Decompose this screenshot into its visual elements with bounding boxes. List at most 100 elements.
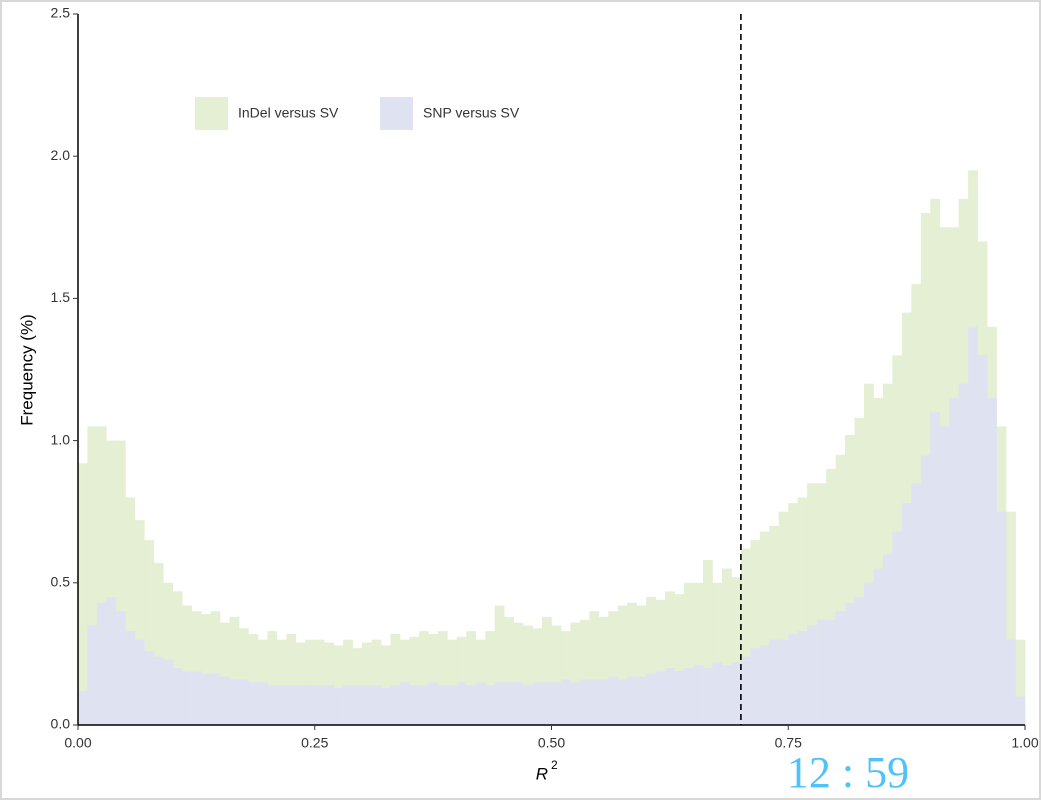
histogram-bar (494, 605, 505, 725)
histogram-bar (352, 685, 363, 725)
histogram-bar (1006, 639, 1016, 725)
histogram-bar (153, 562, 164, 725)
histogram-bar (257, 639, 268, 725)
histogram-bar (712, 662, 723, 725)
histogram-bar (428, 682, 439, 725)
histogram-bar (513, 622, 524, 725)
histogram-bar (295, 685, 306, 725)
x-tick-label: 0.75 (775, 735, 802, 751)
histogram-bar (466, 631, 477, 725)
histogram-bar (901, 503, 912, 725)
histogram-bar (78, 690, 88, 725)
histogram-bar (229, 679, 240, 725)
histogram-bar (106, 440, 117, 725)
y-tick-label: 0.5 (51, 574, 71, 590)
histogram-bar (362, 642, 372, 725)
histogram-bar (201, 614, 211, 725)
histogram-bar (324, 642, 334, 725)
histogram-bar (731, 662, 742, 725)
histogram-bar (560, 679, 571, 725)
histogram-bar (87, 426, 98, 725)
histogram-bar (115, 440, 126, 725)
histogram-bar (617, 679, 628, 725)
legend-label: InDel versus SV (238, 105, 339, 121)
histogram-bar (864, 582, 874, 725)
histogram-bar (257, 682, 268, 725)
histogram-bar (835, 611, 846, 725)
y-axis-label: Frequency (%) (17, 314, 36, 425)
histogram-bar (238, 679, 249, 725)
histogram-bar (996, 511, 1007, 725)
histogram-bar (447, 685, 458, 725)
histogram-bar (494, 682, 505, 725)
histogram-bar (466, 685, 477, 725)
histogram-bar (608, 676, 619, 725)
histogram-bar (1015, 639, 1026, 725)
histogram-bar (627, 602, 638, 725)
histogram-bar (220, 676, 230, 725)
x-tick-label: 1.00 (1011, 735, 1038, 751)
y-tick-label: 2.0 (51, 147, 71, 163)
histogram-bar (210, 673, 221, 725)
histogram-bar (797, 497, 808, 725)
histogram-bar (172, 591, 183, 725)
histogram-bar (504, 682, 514, 725)
histogram-bar (144, 651, 155, 725)
histogram-bar (437, 631, 448, 725)
histogram-bar (456, 636, 467, 725)
histogram-bar (674, 670, 685, 725)
legend-key (380, 97, 413, 130)
histogram-bar (769, 525, 780, 725)
y-tick-label: 1.0 (51, 431, 71, 447)
histogram-bar (636, 676, 647, 725)
histogram-bar (314, 685, 325, 725)
histogram-bar (144, 540, 155, 725)
histogram-bar (399, 639, 410, 725)
histogram-bar (750, 540, 761, 725)
histogram-bar (778, 639, 789, 725)
histogram-bar (949, 397, 960, 725)
histogram-bar (134, 520, 145, 725)
histogram-bar (276, 685, 287, 725)
histogram-bar (551, 682, 562, 725)
histogram-bar (721, 568, 732, 725)
histogram-bar (750, 648, 761, 725)
legend-key (195, 97, 228, 130)
histogram-bar (560, 631, 571, 725)
histogram-bar (674, 594, 685, 725)
histogram-bar (485, 631, 495, 725)
histogram-bar (96, 602, 107, 725)
histogram-bar (920, 454, 931, 725)
y-tick-label: 0.0 (51, 716, 71, 732)
histogram-bar (608, 611, 619, 725)
histogram-bar (96, 426, 107, 725)
histogram-bar (655, 670, 666, 725)
histogram-bar (542, 616, 552, 725)
histogram-bar (276, 639, 287, 725)
clock: 12 : 59 (787, 748, 909, 797)
histogram-bar (854, 417, 865, 725)
histogram-bar (305, 685, 316, 725)
histogram-bar (248, 682, 259, 725)
histogram-bar (485, 685, 495, 725)
histogram-bar (1006, 511, 1016, 725)
histogram-bar (305, 639, 316, 725)
histogram-bar (172, 668, 183, 725)
histogram-bar (523, 625, 533, 725)
histogram-bar (343, 685, 353, 725)
histogram-bar (826, 469, 836, 725)
histogram-bar (570, 622, 581, 725)
histogram-bar (759, 645, 770, 725)
histogram-bar (475, 639, 486, 725)
histogram-bar (324, 685, 334, 725)
histogram-bar (333, 688, 344, 725)
histogram-bar (134, 639, 145, 725)
histogram-bar (163, 582, 173, 725)
x-tick-label: 0.00 (64, 735, 91, 751)
histogram-bar (579, 679, 590, 725)
y-tick-label: 1.5 (51, 289, 71, 305)
histogram-bar (807, 625, 817, 725)
